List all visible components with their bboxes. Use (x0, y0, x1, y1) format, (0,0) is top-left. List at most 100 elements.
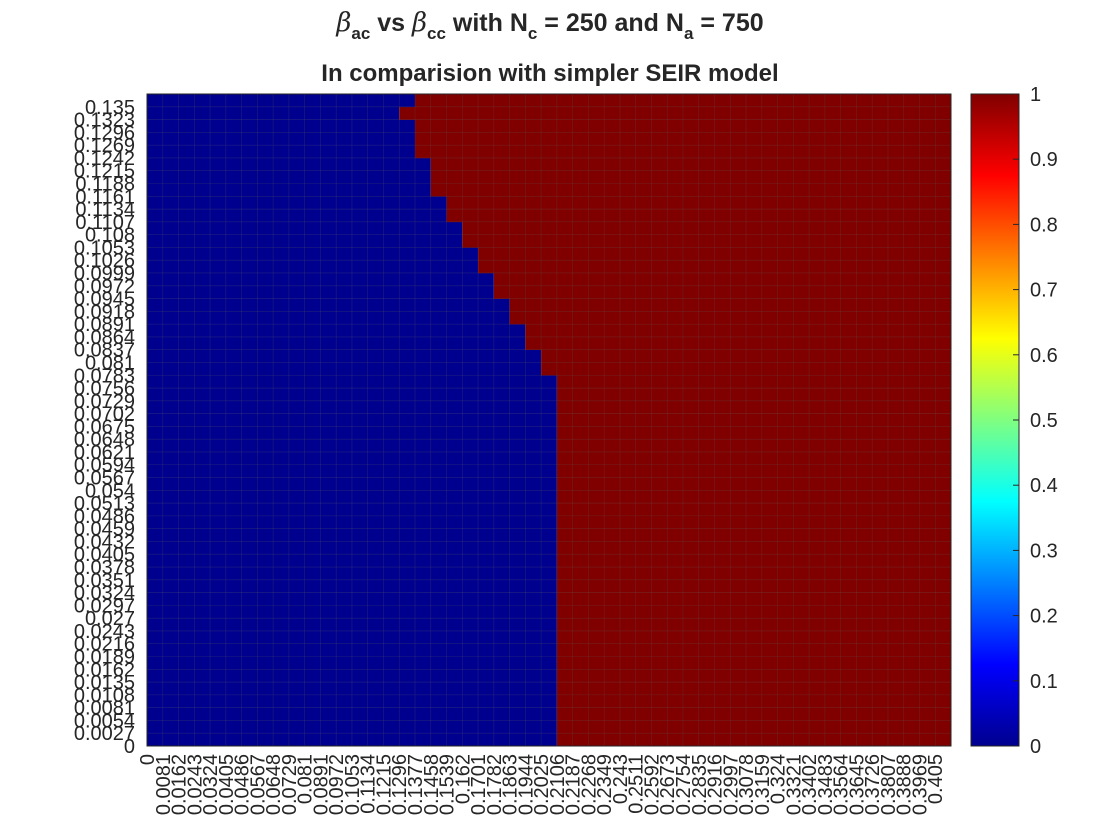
x-tick-label: 0.2187 (563, 754, 585, 815)
x-tick-label: 0.3078 (736, 754, 758, 815)
x-tick-label: 0.1377 (405, 754, 427, 815)
x-tick-label: 0.3402 (799, 754, 821, 815)
heatmap-cell-high (556, 503, 951, 517)
x-tick-label: 0 (137, 754, 159, 765)
y-tick-label: 0.0648 (74, 429, 135, 451)
y-tick-label: 0.0567 (74, 468, 135, 490)
y-tick-label: 0.0729 (74, 391, 135, 413)
heatmap-cell-high (556, 515, 951, 529)
x-tick-label: 0.3807 (878, 754, 900, 815)
heatmap-cell-low (147, 554, 557, 568)
heatmap-cell-high (493, 285, 951, 299)
x-tick-label: 0.1296 (389, 754, 411, 815)
y-tick-label: 0.0243 (74, 621, 135, 643)
heatmap-cell-high (415, 145, 951, 159)
heatmap-cell-low (147, 119, 415, 133)
y-tick-label: 0.0999 (74, 263, 135, 285)
x-tick-label: 0.0324 (200, 754, 222, 815)
colorbar-tick-label: 0.6 (1030, 345, 1058, 367)
heatmap-cell-high (556, 694, 951, 708)
x-tick-label: 0.3159 (752, 754, 774, 815)
x-tick-label: 0.3645 (846, 754, 868, 815)
heatmap-cell-high (415, 94, 951, 108)
x-tick-label: 0.324 (768, 754, 790, 804)
heatmap-cell-high (556, 451, 951, 466)
x-tick-label: 0.2106 (547, 754, 569, 815)
y-tick-label: 0.0081 (74, 698, 135, 720)
heatmap-cell-high (556, 388, 951, 402)
title-vs: vs (370, 9, 412, 37)
x-tick-label: 0.3564 (831, 754, 853, 815)
heatmap-cell-high (446, 209, 951, 223)
heatmap-cell-high (493, 272, 951, 287)
y-tick-label: 0.1269 (74, 135, 135, 157)
heatmap-cell-high (478, 260, 951, 274)
colorbar-tick-label: 0.4 (1030, 475, 1058, 497)
x-tick-label: 0.2916 (705, 754, 727, 815)
heatmap-cell-low (147, 183, 431, 197)
heatmap-cell-high (556, 643, 951, 657)
colorbar-tick-label: 0.3 (1030, 540, 1058, 562)
y-tick-label: 0.0351 (74, 570, 135, 592)
heatmap-cell-low (147, 439, 557, 453)
y-tick-label: 0.0594 (74, 455, 135, 477)
y-tick-label: 0.0324 (74, 583, 135, 605)
heatmap-cell-low (147, 260, 479, 274)
heatmap-cell-high (556, 733, 951, 747)
y-tick-label: 0.081 (85, 352, 135, 374)
heatmap-cell-low (147, 669, 557, 683)
y-tick-label: 0.0027 (74, 723, 135, 745)
x-tick-label: 0.1863 (500, 754, 522, 815)
x-tick-label: 0.0648 (263, 754, 285, 815)
heatmap-cell-high (415, 119, 951, 133)
x-tick-label: 0.1944 (515, 754, 537, 815)
heatmap-cell-high (556, 669, 951, 683)
x-tick-label: 0.2673 (657, 754, 679, 815)
heatmap-cell-low (147, 528, 557, 542)
heatmap-cell-high (556, 426, 951, 440)
heatmap-cell-high (556, 528, 951, 542)
x-tick-label: 0.405 (925, 754, 947, 804)
x-tick-label: 0.2268 (578, 754, 600, 815)
colorbar-ticks: 0 0.1 0.2 0.3 0.4 0.5 0.6 0.7 0.8 0.9 1 (1013, 84, 1058, 758)
heatmap-cell-high (556, 464, 951, 478)
y-tick-label: 0.1188 (75, 173, 135, 195)
colorbar-tick-label: 0.2 (1030, 606, 1058, 628)
y-tick-label: 0.0054 (74, 710, 135, 732)
y-tick-label: 0.1161 (75, 186, 135, 208)
heatmap-cell-high (556, 375, 951, 389)
y-tick-label: 0.1323 (74, 110, 135, 132)
heatmap-cell-high (462, 221, 951, 235)
heatmap-cell-high (556, 400, 951, 414)
y-tick-label: 0.0702 (74, 404, 135, 426)
y-tick-label: 0.0891 (74, 314, 135, 336)
heatmap-cell-high (556, 490, 951, 504)
x-tick-label: 0.1782 (484, 754, 506, 815)
title-with-nc: with N (445, 9, 528, 37)
heatmap-cell-low (147, 388, 557, 402)
x-tick-label: 0.0243 (184, 754, 206, 815)
heatmap-cell-high (509, 298, 951, 312)
colorbar-tick-label: 0.5 (1030, 410, 1058, 432)
x-tick-label: 0.2511 (626, 754, 648, 814)
y-tick-label: 0.0837 (74, 340, 135, 362)
heatmap-cell-high (430, 157, 951, 172)
heatmap-cell-high (556, 579, 951, 593)
heatmap-grid (147, 94, 951, 746)
title-subscript-c: c (527, 24, 538, 43)
beta-symbol: β (412, 8, 428, 38)
x-tick-label: 0.0729 (279, 754, 301, 815)
y-tick-label: 0.1242 (74, 148, 135, 170)
heatmap-cell-low (147, 605, 557, 619)
heatmap-cell-low (147, 362, 542, 376)
x-tick-label: 0.2835 (689, 754, 711, 815)
heatmap-cell-low (147, 375, 557, 389)
x-tick-label: 0.2997 (720, 754, 742, 815)
y-tick-label: 0.0918 (74, 301, 135, 323)
y-tick-label: 0.1134 (75, 199, 135, 221)
y-tick-label: 0.1215 (74, 161, 135, 183)
x-tick-label: 0.0405 (216, 754, 238, 815)
heatmap-cell-low (147, 170, 431, 184)
y-tick-label: 0.027 (85, 608, 135, 630)
